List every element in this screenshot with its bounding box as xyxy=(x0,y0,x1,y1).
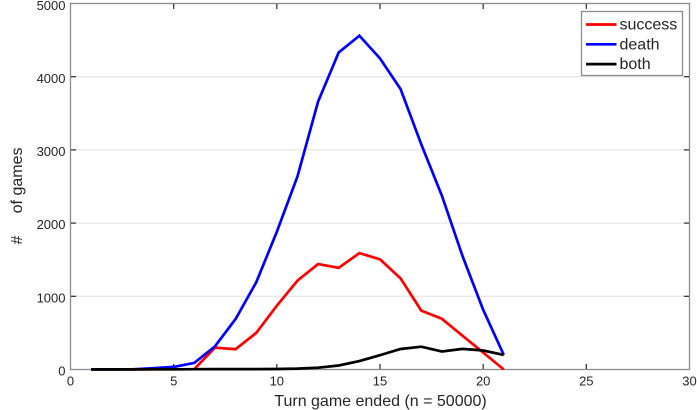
svg-text:2000: 2000 xyxy=(37,217,66,232)
svg-text:death: death xyxy=(620,36,660,53)
svg-text:5: 5 xyxy=(170,374,177,389)
svg-text:both: both xyxy=(620,56,651,73)
svg-text:3000: 3000 xyxy=(37,144,66,159)
svg-text:20: 20 xyxy=(476,374,490,389)
svg-text:# of games: # of games xyxy=(9,148,26,245)
svg-text:15: 15 xyxy=(373,374,387,389)
svg-text:30: 30 xyxy=(682,374,696,389)
svg-text:0: 0 xyxy=(67,374,74,389)
svg-text:0: 0 xyxy=(58,364,65,379)
svg-text:10: 10 xyxy=(270,374,284,389)
svg-text:4000: 4000 xyxy=(37,71,66,86)
svg-text:1000: 1000 xyxy=(37,290,66,305)
svg-text:success: success xyxy=(620,17,678,34)
svg-text:25: 25 xyxy=(579,374,593,389)
svg-text:Turn game ended (n = 50000): Turn game ended (n = 50000) xyxy=(274,393,486,410)
svg-text:5000: 5000 xyxy=(37,0,66,13)
